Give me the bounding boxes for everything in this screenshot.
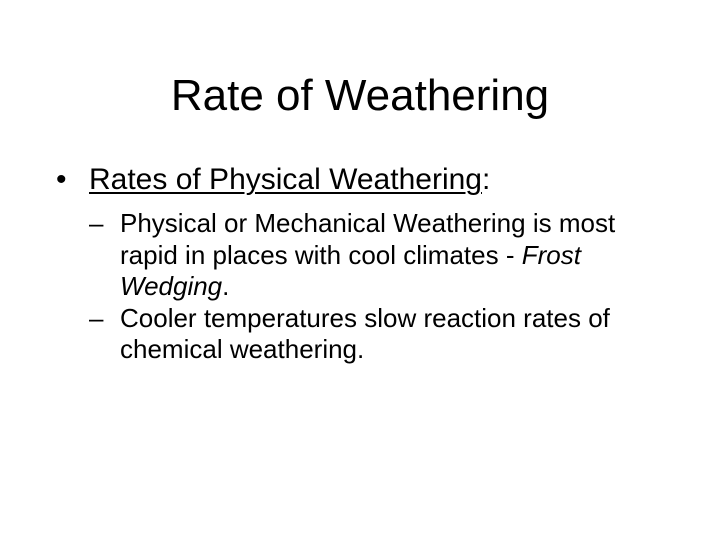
- sub-bullet-end: .: [222, 271, 230, 301]
- bullet-label: Rates of Physical Weathering: [89, 163, 482, 196]
- bullet-marker: •: [56, 163, 67, 196]
- main-bullet: • Rates of Physical Weathering:: [56, 162, 676, 198]
- bullet-suffix: :: [481, 163, 491, 196]
- sub-bullet-marker: –: [89, 208, 104, 238]
- sub-bullet-text: Cooler temperatures slow reaction rates …: [120, 302, 610, 365]
- sub-bullet-list: – Physical or Mechanical Weathering is m…: [89, 208, 669, 366]
- sub-bullet-physical: – Physical or Mechanical Weathering is m…: [89, 208, 669, 303]
- sub-bullet-text: Physical or Mechanical Weathering is mos…: [120, 208, 616, 270]
- sub-bullet-emphasis: Frost Wedging: [120, 239, 581, 302]
- sub-bullet-chemical: – Cooler temperatures slow reaction rate…: [89, 303, 669, 366]
- slide-title: Rate of Weathering: [170, 71, 550, 120]
- sub-bullet-marker: –: [89, 302, 104, 333]
